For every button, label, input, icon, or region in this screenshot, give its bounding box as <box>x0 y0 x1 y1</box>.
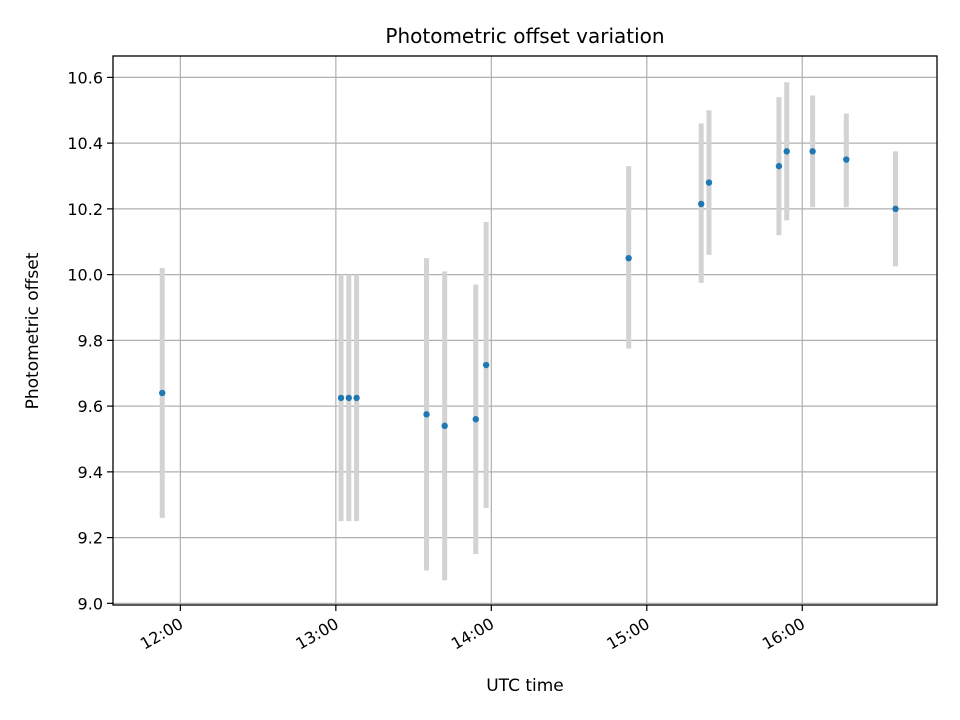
data-point <box>783 148 790 155</box>
data-point <box>698 200 705 208</box>
y-axis-label: Photometric offset <box>23 252 43 409</box>
data-point <box>482 361 490 369</box>
y-tick-label: 10.4 <box>67 134 103 153</box>
y-tick-label: 10.2 <box>67 200 103 219</box>
data-point <box>345 394 352 402</box>
chart-title: Photometric offset variation <box>385 24 664 48</box>
y-tick-label: 10.0 <box>67 266 103 285</box>
grid <box>113 56 937 605</box>
data-point <box>775 162 783 170</box>
y-tick-label: 9.4 <box>78 463 103 482</box>
data-point <box>353 394 360 402</box>
plot-frame <box>112 55 938 606</box>
data-point <box>625 254 632 262</box>
y-axis-ticks: 9.0 9.2 9.4 9.6 9.8 10.0 10.2 10.4 10.6 <box>67 68 113 613</box>
data-points <box>159 148 899 430</box>
data-point <box>705 179 713 186</box>
data-point <box>441 422 448 430</box>
data-point <box>423 411 430 418</box>
data-point <box>809 148 816 155</box>
data-point <box>892 205 899 213</box>
y-tick-label: 9.6 <box>78 397 103 416</box>
y-tick-label: 10.6 <box>67 68 103 87</box>
y-tick-label: 9.8 <box>78 331 103 350</box>
data-point <box>159 389 166 397</box>
x-axis-label: UTC time <box>486 676 564 696</box>
data-point <box>843 156 850 163</box>
y-tick-label: 9.0 <box>78 594 103 613</box>
y-tick-label: 9.2 <box>78 529 103 548</box>
data-point <box>472 416 479 423</box>
data-point <box>337 394 345 402</box>
